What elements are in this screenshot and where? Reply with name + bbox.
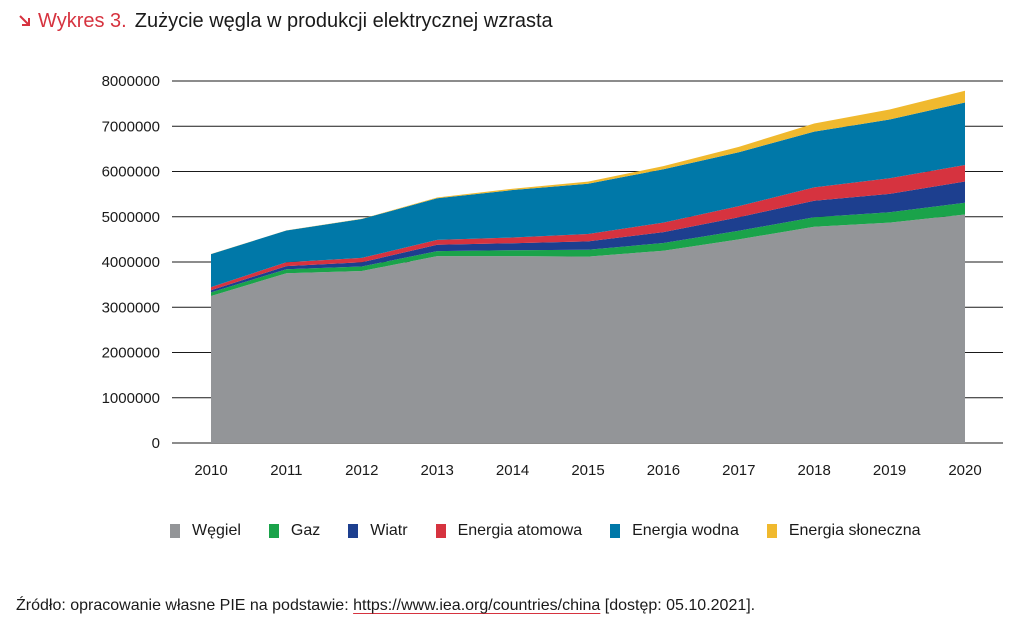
y-tick-label: 6000000: [102, 164, 160, 181]
source-note: Źródło: opracowanie własne PIE na podsta…: [16, 597, 755, 615]
legend-item: Energia słoneczna: [766, 522, 921, 540]
area-energia-wodna: [211, 102, 965, 288]
x-tick-label: 2012: [345, 462, 378, 479]
legend-label: Energia słoneczna: [788, 522, 921, 539]
x-tick-label: 2013: [421, 462, 454, 479]
y-tick-label: 0: [152, 435, 160, 452]
area-wiatr: [211, 181, 965, 293]
x-tick-label: 2010: [194, 462, 227, 479]
y-tick-label: 7000000: [102, 118, 160, 135]
figure-number: Wykres 3.: [38, 9, 127, 32]
legend-swatch: [170, 524, 180, 538]
y-tick-label: 3000000: [102, 299, 160, 316]
x-tick-label: 2020: [948, 462, 981, 479]
area-gaz: [211, 202, 965, 296]
area-series: [211, 90, 965, 443]
figure-label: Wykres 3.: [18, 10, 127, 33]
legend-item: Energia atomowa: [435, 522, 583, 540]
chart-title: Zużycie węgla w produkcji elektrycznej w…: [134, 9, 553, 32]
area-węgiel: [211, 214, 965, 443]
y-tick-label: 2000000: [102, 345, 160, 362]
legend-item: Wiatr: [348, 522, 408, 540]
x-tick-label: 2018: [798, 462, 831, 479]
y-tick-label: 5000000: [102, 209, 160, 226]
x-tick-label: 2019: [873, 462, 906, 479]
legend-swatch: [348, 524, 359, 538]
legend-label: Energia wodna: [632, 522, 739, 539]
legend-label: Gaz: [290, 522, 321, 539]
chart-header: Wykres 3. Zużycie węgla w produkcji elek…: [18, 6, 553, 36]
x-tick-label: 2011: [270, 462, 302, 479]
chart-legend: Węgiel Gaz Wiatr Energia atomowa Energia wod…: [170, 519, 1010, 543]
source-suffix: [dostęp: 05.10.2021].: [604, 597, 756, 614]
legend-swatch: [610, 524, 621, 538]
legend-item: Węgiel: [170, 522, 241, 540]
y-tick-label: 8000000: [102, 73, 160, 90]
y-tick-label: 4000000: [102, 254, 160, 271]
x-tick-label: 2014: [496, 462, 529, 479]
legend-swatch: [268, 524, 279, 538]
x-tick-label: 2017: [722, 462, 755, 479]
legend-swatch: [766, 524, 777, 538]
source-prefix: Źródło: opracowanie własne PIE na podsta…: [16, 597, 349, 614]
x-tick-label: 2016: [647, 462, 680, 479]
x-tick-label: 2015: [571, 462, 604, 479]
y-tick-label: 1000000: [102, 390, 160, 407]
legend-swatch: [435, 524, 446, 538]
source-link[interactable]: https://www.iea.org/countries/china: [353, 597, 601, 614]
legend-label: Wiatr: [370, 522, 408, 539]
arrow-down-right-icon: [19, 15, 30, 26]
legend-item: Energia wodna: [610, 522, 739, 540]
legend-label: Węgiel: [192, 522, 241, 539]
legend-label: Energia atomowa: [457, 522, 583, 539]
x-axis: 2010 2011 2012 2013 2014 2015 2016 2017 2018 2019…: [194, 462, 981, 479]
legend-item: Gaz: [268, 522, 321, 540]
y-axis: 0 1000000 2000000 3000000 4000000 5000000 6000…: [102, 73, 160, 452]
